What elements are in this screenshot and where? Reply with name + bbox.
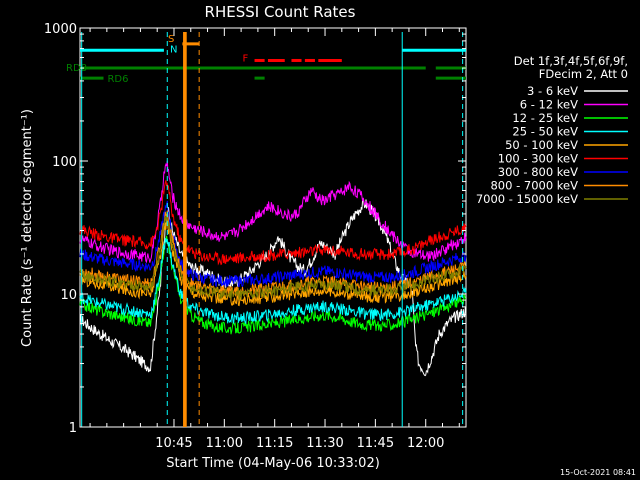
status-label-s: S: [168, 34, 174, 45]
legend-label-25-50-kev: 25 - 50 keV: [512, 125, 578, 139]
footer-timestamp: 15-Oct-2021 08:41: [560, 468, 636, 477]
series-line-25-50-kev: [79, 237, 467, 325]
plot-area-border: [79, 27, 467, 428]
status-label-rd6: RD6: [107, 74, 128, 85]
series-line-7000-15000-kev: [79, 215, 467, 301]
x-tick-label: 11:45: [357, 436, 394, 451]
legend-label-12-25-kev: 12 - 25 keV: [512, 111, 578, 125]
legend-label-6-12-kev: 6 - 12 keV: [520, 98, 578, 112]
series-layer: [79, 160, 467, 377]
legend-label-100-300-kev: 100 - 300 keV: [498, 152, 578, 166]
legend-label-7000-15000-kev: 7000 - 15000 keV: [476, 192, 578, 206]
x-tick-label: 11:30: [306, 436, 343, 451]
y-axis-label: Count Rate (s⁻¹ detector segment⁻¹): [20, 109, 35, 347]
series-line-100-300-kev: [79, 180, 467, 266]
legend: Det 1f,3f,4f,5f,6f,9f, FDecim 2, Att 0 3…: [476, 54, 628, 206]
legend-label-50-100-kev: 50 - 100 keV: [505, 138, 578, 152]
legend-header-line-2: FDecim 2, Att 0: [539, 67, 628, 81]
series-line-12-25-kev: [79, 235, 467, 335]
x-tick-label: 12:00: [407, 436, 444, 451]
x-axis-label: Start Time (04-May-06 10:33:02): [166, 456, 380, 471]
y-axis-ticks: 1 10 100 1000: [44, 22, 466, 436]
x-tick-label: 11:00: [206, 436, 243, 451]
chart-title: RHESSI Count Rates: [205, 3, 356, 21]
legend-header-line-1: Det 1f,3f,4f,5f,6f,9f,: [514, 54, 628, 68]
series-line-50-100-kev: [79, 218, 467, 307]
series-line-6-12-kev: [79, 160, 467, 264]
y-tick-label: 100: [52, 155, 77, 170]
legend-label-3-6-kev: 3 - 6 keV: [527, 84, 578, 98]
axes-frame: [79, 27, 467, 428]
status-bar-layer: RD8 RD6 N F S: [66, 34, 466, 85]
x-tick-label: 10:45: [155, 436, 192, 451]
y-tick-label: 1: [69, 421, 77, 436]
x-tick-label: 11:15: [256, 436, 293, 451]
legend-label-300-800-kev: 300 - 800 keV: [498, 165, 578, 179]
status-label-f: F: [243, 53, 249, 64]
legend-label-800-7000-kev: 800 - 7000 keV: [490, 179, 578, 193]
status-label-rd8: RD8: [66, 63, 87, 74]
status-label-n: N: [170, 44, 177, 55]
x-axis-ticks: 10:45 11:00 11:15 11:30 11:45 12:00: [89, 28, 460, 451]
y-tick-label: 1000: [44, 22, 77, 37]
y-tick-label: 10: [60, 288, 77, 303]
